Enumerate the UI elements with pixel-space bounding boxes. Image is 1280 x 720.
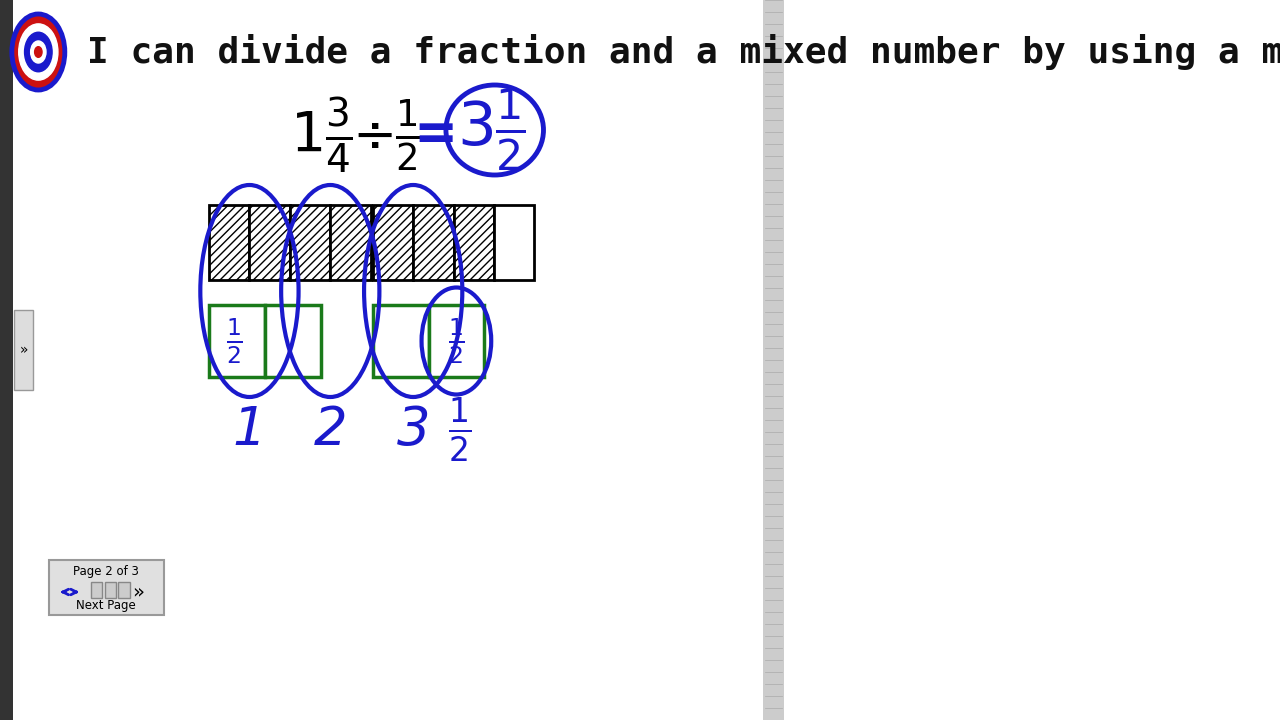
Text: $3\frac{1}{2}$: $3\frac{1}{2}$ [457, 87, 525, 173]
Text: Next Page: Next Page [77, 600, 136, 613]
Circle shape [19, 24, 58, 80]
Bar [372, 305, 429, 377]
Bar [209, 205, 250, 280]
Bar [91, 582, 101, 598]
Bar [372, 205, 413, 280]
Text: $\frac{1}{2}$: $\frac{1}{2}$ [225, 316, 242, 366]
Bar [453, 205, 494, 280]
Bar [119, 582, 129, 598]
Circle shape [24, 32, 52, 72]
Text: 2: 2 [314, 404, 347, 456]
Text: $\frac{1}{2}$: $\frac{1}{2}$ [448, 316, 465, 366]
Bar [413, 205, 453, 280]
Text: 1: 1 [233, 404, 266, 456]
Text: $\frac{1}{2}$: $\frac{1}{2}$ [448, 395, 471, 464]
Bar [265, 305, 320, 377]
Bar [0, 0, 13, 720]
Bar [250, 205, 289, 280]
Text: 3: 3 [397, 404, 430, 456]
Text: =: = [413, 109, 458, 161]
Circle shape [31, 41, 46, 63]
Bar [105, 582, 115, 598]
Bar [250, 205, 289, 280]
Bar [14, 310, 33, 390]
Bar [763, 0, 783, 720]
Circle shape [12, 14, 65, 90]
Bar [330, 205, 371, 280]
Text: »: » [132, 582, 143, 601]
Bar [209, 305, 265, 377]
Bar [494, 205, 535, 280]
Circle shape [35, 47, 42, 58]
Bar [330, 205, 371, 280]
Bar [49, 560, 164, 615]
Bar [289, 205, 330, 280]
Text: $\frac{1}{2}$: $\frac{1}{2}$ [394, 97, 420, 173]
Bar [453, 205, 494, 280]
Text: Page 2 of 3: Page 2 of 3 [73, 564, 140, 577]
Text: »: » [19, 343, 28, 357]
Text: I can divide a fraction and a mixed number by using a model: I can divide a fraction and a mixed numb… [87, 34, 1280, 70]
Bar [413, 205, 453, 280]
Bar [429, 305, 484, 377]
Bar [289, 205, 330, 280]
Bar [209, 205, 250, 280]
Bar [372, 205, 413, 280]
Text: $1\frac{3}{4}$: $1\frac{3}{4}$ [289, 95, 352, 175]
Text: $\div$: $\div$ [352, 109, 393, 161]
